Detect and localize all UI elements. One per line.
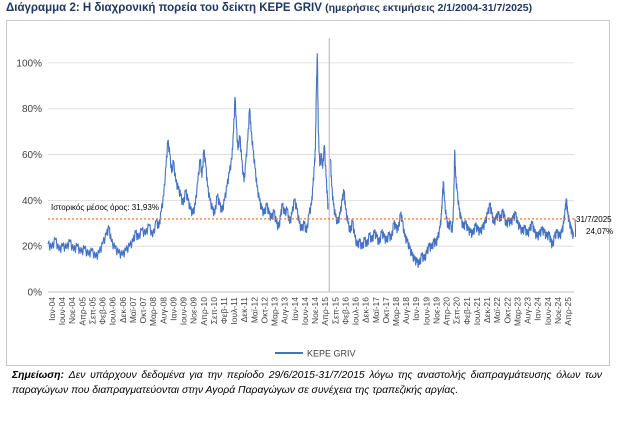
x-tick-label: Μαϊ-07: [128, 297, 138, 323]
y-tick-label: 0%: [28, 288, 43, 299]
series-lines: [47, 53, 575, 268]
x-tick-label: Ιαν-24: [533, 297, 543, 321]
x-tick-label: Ιουν-04: [57, 297, 67, 326]
x-tick-label: Νοε-24: [553, 297, 563, 324]
chart-title: Διάγραμμα 2: Η διαχρονική πορεία του δεί…: [6, 2, 532, 14]
x-tick-label: Δεκ-11: [239, 297, 249, 323]
chart-title-period: (ημερήσιες εκτιμήσεις 2/1/2004-31/7/2025…: [325, 2, 533, 14]
legend-label: ΚΕΡΕ GRIV: [307, 349, 356, 359]
footnote: Σημείωση: Δεν υπάρχουν δεδομένα για την …: [12, 369, 602, 398]
x-tick-label: Απρ-10: [199, 297, 209, 326]
x-tick-label: Νοε-04: [67, 297, 77, 324]
x-tick-label: Ιαν-09: [168, 297, 178, 321]
x-tick-label: Σεπ-10: [209, 297, 219, 324]
x-tick-label: Οκτ-17: [381, 297, 391, 324]
x-tick-label: Μαϊ-12: [249, 297, 259, 323]
x-tick-label: Φεβ-11: [219, 297, 229, 324]
x-tick-label: Ιουν-09: [179, 297, 189, 326]
y-tick-label: 80%: [22, 104, 42, 115]
end-annotation-date: 31/7/2025: [576, 215, 612, 224]
x-axis-ticks: Ιαν-04 Ιουν-04 Νοε-04 Απρ-05 Σεπ-05 Φεβ-06 Ιου…: [47, 297, 573, 326]
x-tick-label: Αυγ-08: [158, 297, 168, 324]
x-tick-label: Απρ-05: [77, 297, 87, 326]
x-tick-label: Αυγ-18: [401, 297, 411, 324]
x-tick-label: Δεκ-16: [361, 297, 371, 323]
x-tick-label: Σεπ-05: [87, 297, 97, 324]
end-annotation-value: 24,07%: [586, 227, 613, 236]
chart-title-main: Διάγραμμα 2: Η διαχρονική πορεία του δεί…: [6, 2, 322, 14]
y-tick-label: 40%: [22, 196, 42, 207]
x-tick-label: Ιαν-04: [47, 297, 57, 321]
x-tick-label: Σεπ-15: [330, 297, 340, 324]
x-tick-label: Ιουλ-16: [351, 297, 361, 326]
y-tick-label: 100%: [16, 58, 42, 69]
x-tick-label: Ιαν-14: [290, 297, 300, 321]
x-tick-label: Δεκ-06: [118, 297, 128, 323]
x-tick-label: Μαρ-08: [148, 297, 158, 326]
x-tick-label: Ιουν-19: [421, 297, 431, 326]
x-tick-label: Ιουλ-11: [229, 297, 239, 325]
x-tick-label: Ιουν-24: [543, 297, 553, 326]
x-tick-label: Απρ-25: [563, 297, 573, 326]
legend: ΚΕΡΕ GRIV: [275, 349, 356, 359]
x-tick-label: Απρ-20: [442, 297, 452, 326]
x-tick-label: Σεπ-20: [452, 297, 462, 324]
y-tick-label: 60%: [22, 150, 42, 161]
x-tick-label: Μαϊ-22: [492, 297, 502, 323]
end-annotation-leader: [574, 218, 576, 237]
x-tick-label: Νοε-09: [189, 297, 199, 324]
x-tick-label: Απρ-15: [320, 297, 330, 326]
x-tick-label: Φεβ-21: [462, 297, 472, 325]
x-tick-label: Ιαν-19: [411, 297, 421, 321]
x-tick-label: Μαϊ-17: [371, 297, 381, 323]
x-tick-label: Οκτ-22: [502, 297, 512, 324]
y-axis-ticks: 0% 20% 40% 60% 80% 100%: [16, 58, 42, 298]
footnote-label: Σημείωση:: [12, 370, 64, 381]
x-tick-label: Νοε-19: [431, 297, 441, 324]
line-chart: 0%20%40%60%80%100% Ιαν-04 Ιουν-04 Νοε-04 Απ…: [16, 38, 613, 359]
x-tick-label: Οκτ-12: [259, 297, 269, 324]
x-tick-label: Μαρ-23: [512, 297, 522, 326]
x-tick-label: Δεκ-21: [482, 297, 492, 323]
x-tick-label: Ιουν-14: [300, 297, 310, 326]
x-tick-label: Οκτ-07: [138, 297, 148, 324]
x-tick-label: Ιουλ-06: [108, 297, 118, 326]
y-tick-label: 20%: [22, 242, 42, 253]
gridlines: [48, 62, 574, 293]
x-tick-label: Ιουλ-21: [472, 297, 482, 326]
x-tick-label: Φεβ-16: [340, 297, 350, 325]
series-line: [329, 149, 575, 268]
x-tick-label: Μαρ-13: [270, 297, 280, 326]
x-tick-label: Νοε-14: [310, 297, 320, 324]
series-line: [47, 53, 329, 260]
footnote-text: Δεν υπάρχουν δεδομένα για την περίοδο 29…: [12, 370, 602, 396]
x-tick-label: Φεβ-06: [98, 297, 108, 325]
x-tick-label: Μαρ-18: [391, 297, 401, 326]
historical-mean-label: Ιστορικός μέσος όρος: 31,93%: [51, 203, 159, 212]
x-tick-label: Αυγ-23: [523, 297, 533, 324]
chart-frame: [6, 20, 610, 366]
x-tick-label: Αυγ-13: [280, 297, 290, 324]
